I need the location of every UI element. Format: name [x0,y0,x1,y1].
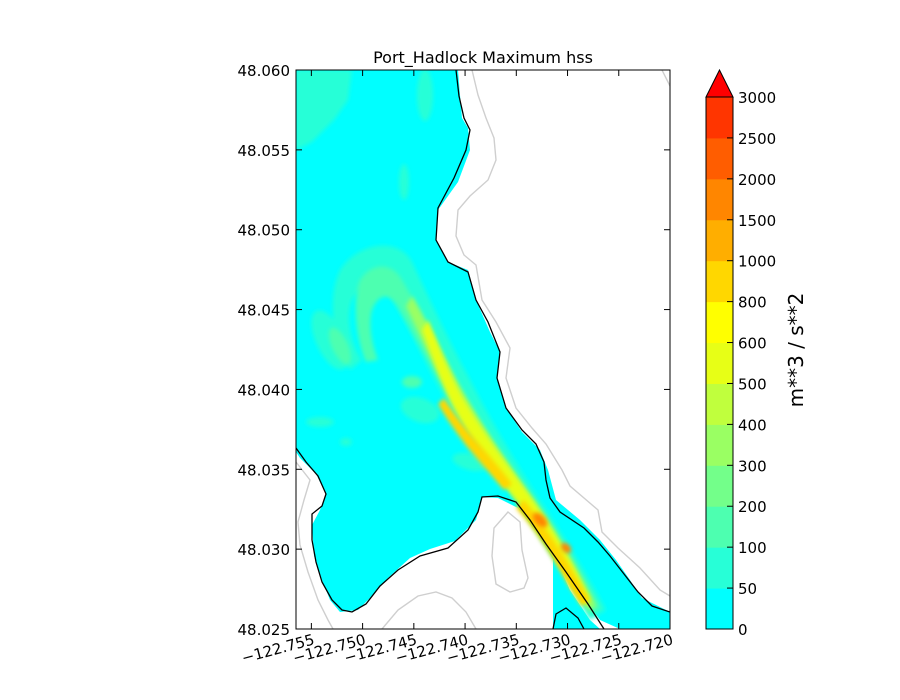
colorbar-extend-arrow [705,68,734,98]
colorbar-tick-label: 50 [738,580,757,598]
colorbar-tick-label: 0 [738,621,748,639]
colorbar-ticks: 0 50 100 200 300 400 500 600 800 1000 1500 2000 2500… [727,89,776,639]
colorbar-tick-label: 1500 [738,212,776,230]
y-tick-label: 48.035 [238,461,291,479]
y-tick-label: 48.040 [238,381,291,399]
coastline [296,70,670,629]
y-tick-label: 48.025 [238,621,291,639]
colorbar-tick-label: 100 [738,539,767,557]
colorbar-segment [706,219,733,262]
colorbar-tick-label: 300 [738,457,767,475]
colorbar-segment [706,424,733,466]
colorbar-tick-label: 600 [738,335,767,353]
colorbar [705,68,734,630]
colorbar-segment [706,465,733,507]
colorbar-segment [706,137,733,180]
y-tick-label: 48.030 [238,541,291,559]
colorbar-tick-label: 3000 [738,89,776,107]
y-tick-label: 48.060 [238,62,291,80]
y-tick-label: 48.050 [238,222,291,240]
colorbar-segment [706,260,733,303]
y-axis: 48.025 48.030 48.035 48.040 48.045 48.050 48.0… [238,62,670,639]
y-tick-label: 48.055 [238,142,291,160]
colorbar-tick-label: 1000 [738,253,776,271]
colorbar-frame [705,97,734,630]
colorbar-tick-label: 400 [738,416,767,434]
colorbar-label: m**3 / s**2 [784,293,808,408]
colorbar-tick-label: 800 [738,294,767,312]
colorbar-segment [706,342,733,384]
water-field [296,70,670,629]
field-band-1000 [532,512,572,554]
isobath-lines [296,70,670,629]
colorbar-segment [706,178,733,221]
plot-frame [295,69,671,630]
colorbar-tick-label: 2000 [738,171,776,189]
colorbar-tick-label: 200 [738,498,767,516]
colorbar-tick-label: 500 [738,375,767,393]
colorbar-segment [706,506,733,548]
colorbar-segment [706,383,733,425]
colorbar-segment [706,588,733,630]
plot-area [296,70,670,629]
y-tick-label: 48.045 [238,302,291,320]
chart-title: Port_Hadlock Maximum hss [373,48,593,68]
colorbar-segment [706,547,733,589]
water-field-south [553,552,600,629]
colorbar-segment [706,301,733,344]
colorbar-segment [706,97,733,139]
colorbar-tick-label: 2500 [738,130,776,148]
